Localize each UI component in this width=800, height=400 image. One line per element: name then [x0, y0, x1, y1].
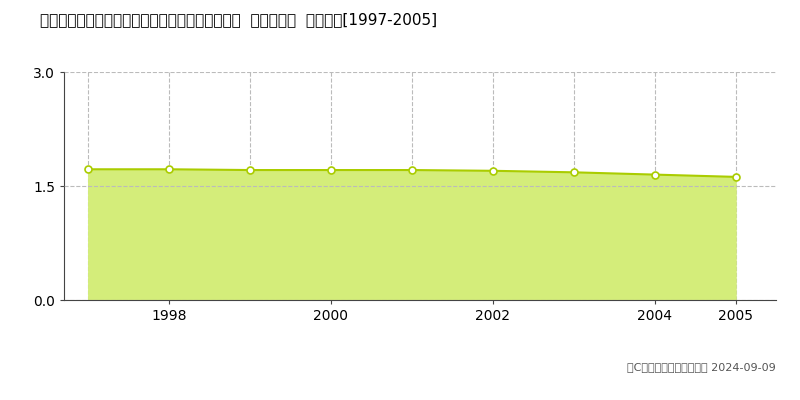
- Text: （C）土地価格ドットコム 2024-09-09: （C）土地価格ドットコム 2024-09-09: [627, 362, 776, 372]
- Text: 福島県東白川郡髨川村大字富田字彦次郎２８７番  基準地価格  地価推移[1997-2005]: 福島県東白川郡髨川村大字富田字彦次郎２８７番 基準地価格 地価推移[1997-2…: [40, 12, 437, 27]
